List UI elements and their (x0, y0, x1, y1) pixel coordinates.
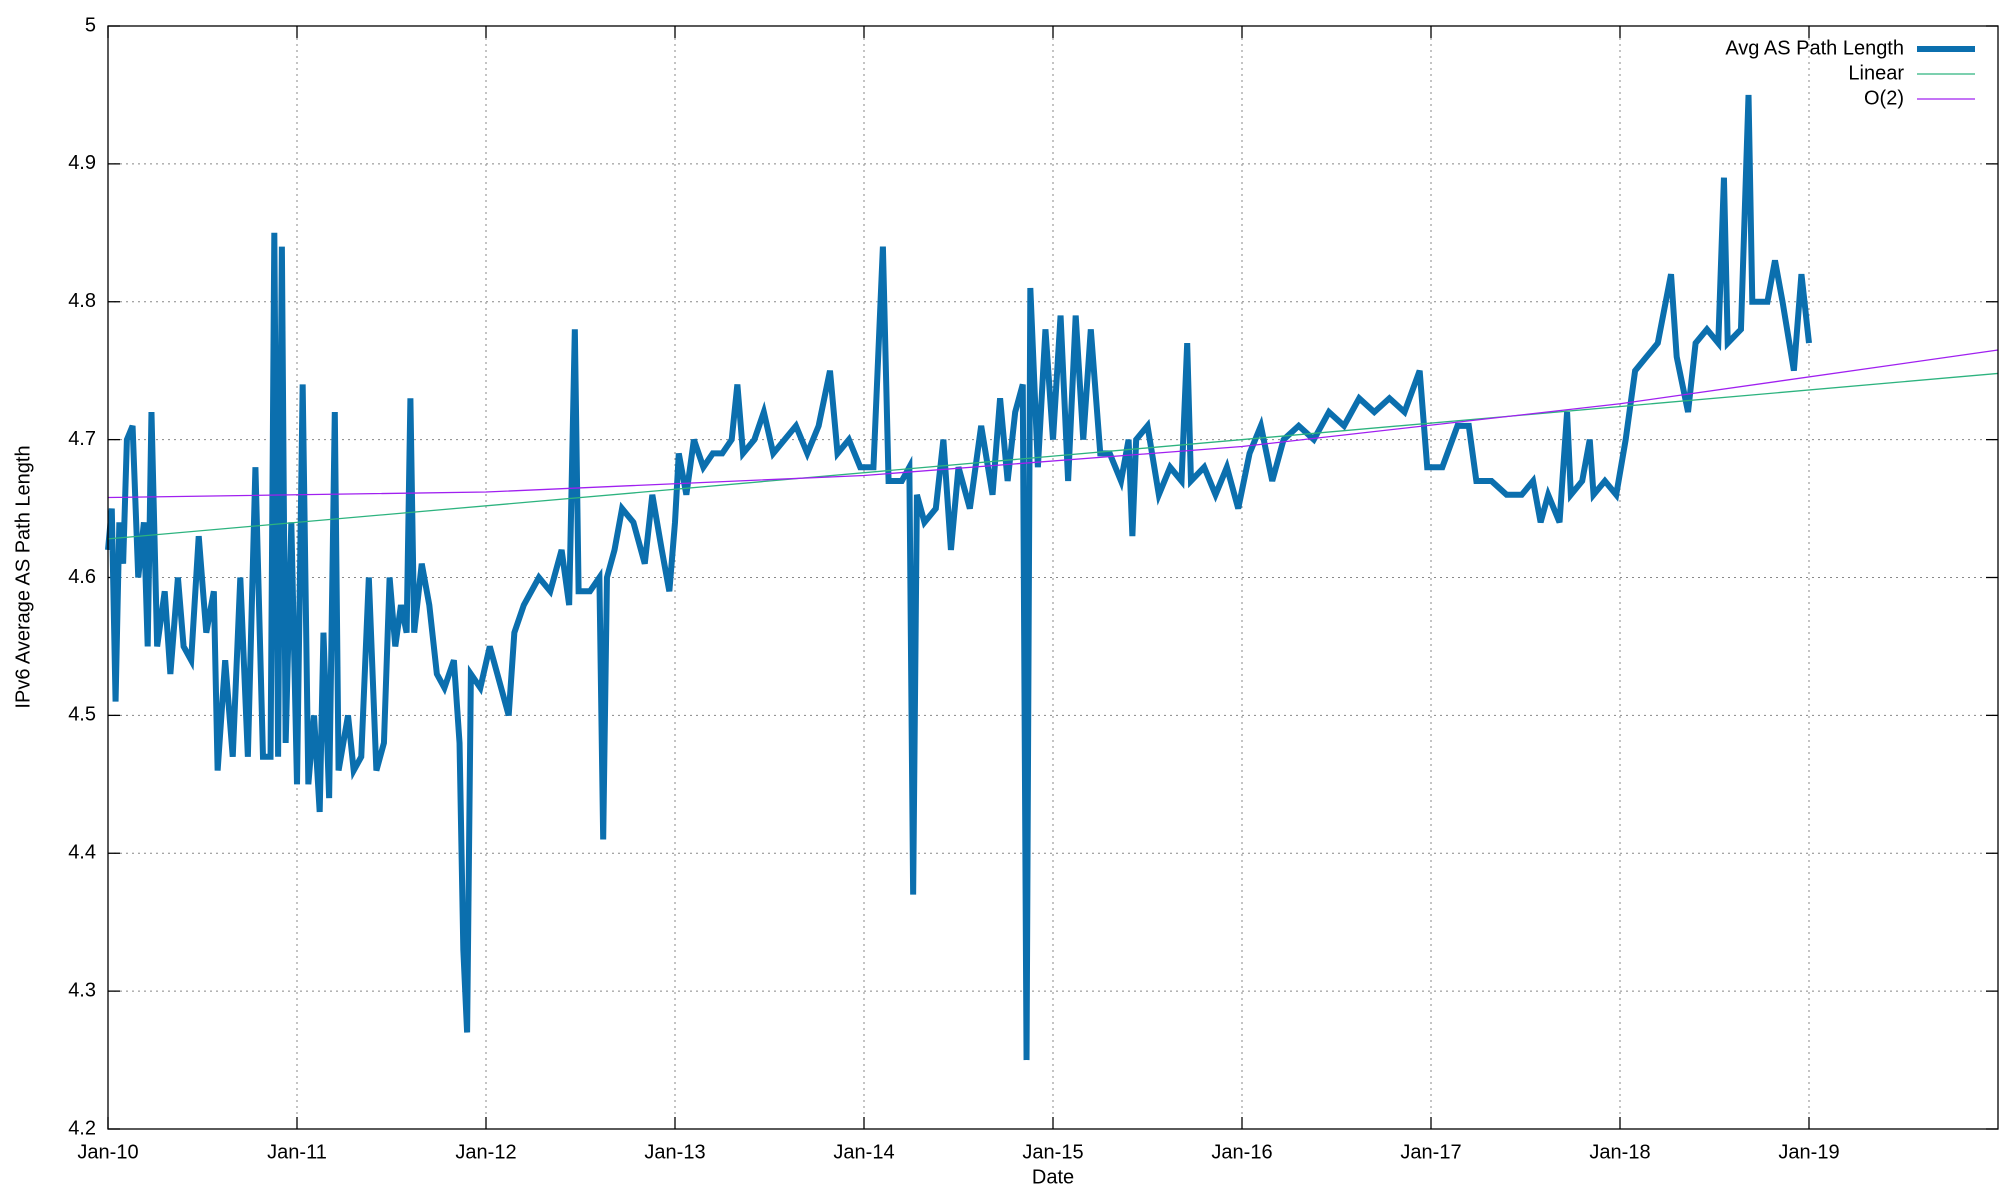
x-tick-label: Jan-14 (833, 1141, 894, 1163)
y-tick-label: 4.7 (68, 428, 96, 450)
y-tick-label: 5 (85, 14, 96, 36)
y-tick-label: 4.4 (68, 842, 96, 864)
x-tick-label: Jan-12 (455, 1141, 516, 1163)
y-tick-label: 4.3 (68, 979, 96, 1001)
series-line (107, 349, 1999, 499)
x-tick-label: Jan-11 (267, 1141, 327, 1163)
x-axis-label: Date (1032, 1166, 1074, 1188)
x-tick-label: Jan-18 (1589, 1141, 1650, 1163)
series-line (105, 94, 1812, 1061)
series-line (107, 372, 1999, 540)
x-tick-label: Jan-13 (644, 1141, 705, 1163)
plot-border (107, 25, 1999, 1130)
legend-label: O(2) (1864, 87, 1904, 109)
y-axis-label: IPv6 Average AS Path Length (12, 445, 34, 708)
x-tick-label: Jan-19 (1778, 1141, 1839, 1163)
y-tick-label: 4.9 (68, 152, 96, 174)
legend-label: Linear (1848, 62, 1904, 84)
x-tick-label: Jan-17 (1400, 1141, 1461, 1163)
y-tick-label: 4.5 (68, 704, 96, 726)
legend-label: Avg AS Path Length (1725, 37, 1904, 59)
x-tick-label: Jan-10 (77, 1141, 138, 1163)
x-tick-label: Jan-15 (1022, 1141, 1083, 1163)
y-tick-label: 4.2 (68, 1117, 96, 1139)
y-tick-label: 4.8 (68, 290, 96, 312)
y-tick-label: 4.6 (68, 566, 96, 588)
x-tick-label: Jan-16 (1211, 1141, 1272, 1163)
